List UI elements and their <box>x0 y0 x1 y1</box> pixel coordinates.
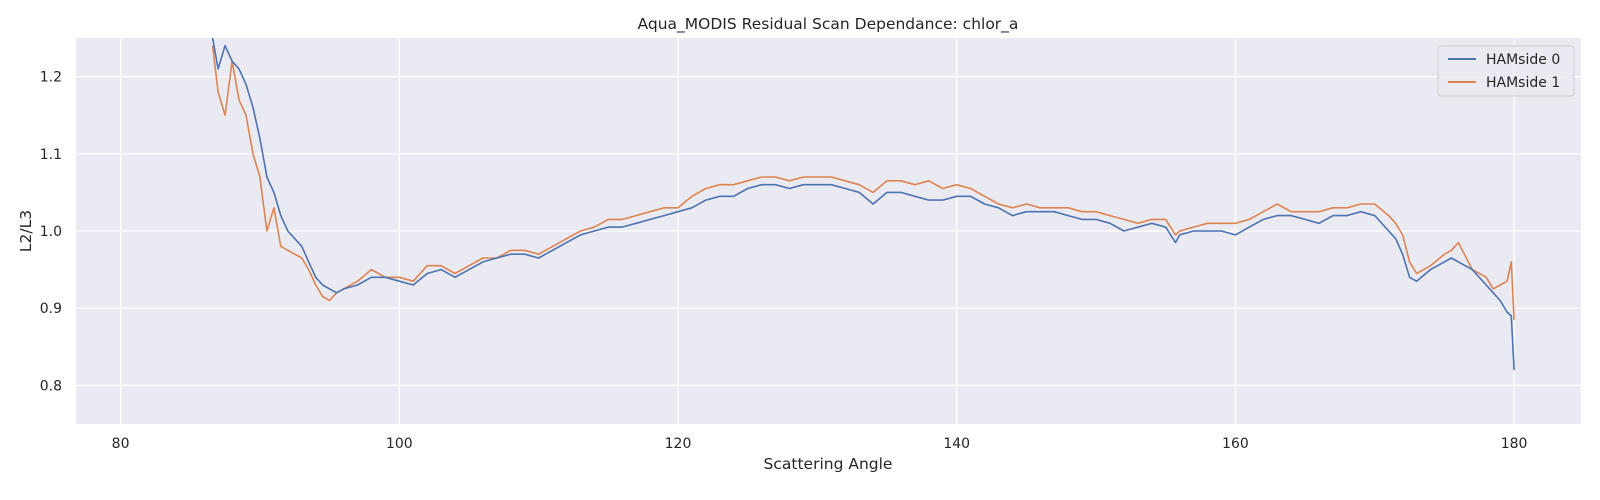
y-tick-label: 1.0 <box>40 224 62 240</box>
x-tick-label: 180 <box>1501 436 1528 452</box>
x-axis-label: Scattering Angle <box>764 455 893 473</box>
y-axis-label: L2/L3 <box>17 210 35 252</box>
legend-label-hamside-1: HAMside 1 <box>1486 75 1560 91</box>
series-line-hamside-0 <box>211 38 1515 371</box>
x-tick-label: 140 <box>943 436 970 452</box>
y-tick-label: 0.8 <box>40 378 62 394</box>
y-tick-label: 1.1 <box>40 147 62 163</box>
x-tick-label: 120 <box>665 436 692 452</box>
x-tick-label: 100 <box>386 436 413 452</box>
chart-title: Aqua_MODIS Residual Scan Dependance: chl… <box>638 15 1019 34</box>
y-tick-labels: 0.8 0.9 1.0 1.1 1.2 <box>40 70 62 395</box>
series-lines <box>211 38 1515 371</box>
y-tick-label: 0.9 <box>40 301 62 317</box>
grid-lines <box>76 38 1581 424</box>
y-tick-label: 1.2 <box>40 70 62 86</box>
x-tick-label: 80 <box>112 436 130 452</box>
x-tick-label: 160 <box>1222 436 1249 452</box>
x-tick-labels: 80 100 120 140 160 180 <box>112 436 1528 452</box>
legend: HAMside 0 HAMside 1 <box>1437 45 1575 97</box>
legend-label-hamside-0: HAMside 0 <box>1486 52 1560 68</box>
